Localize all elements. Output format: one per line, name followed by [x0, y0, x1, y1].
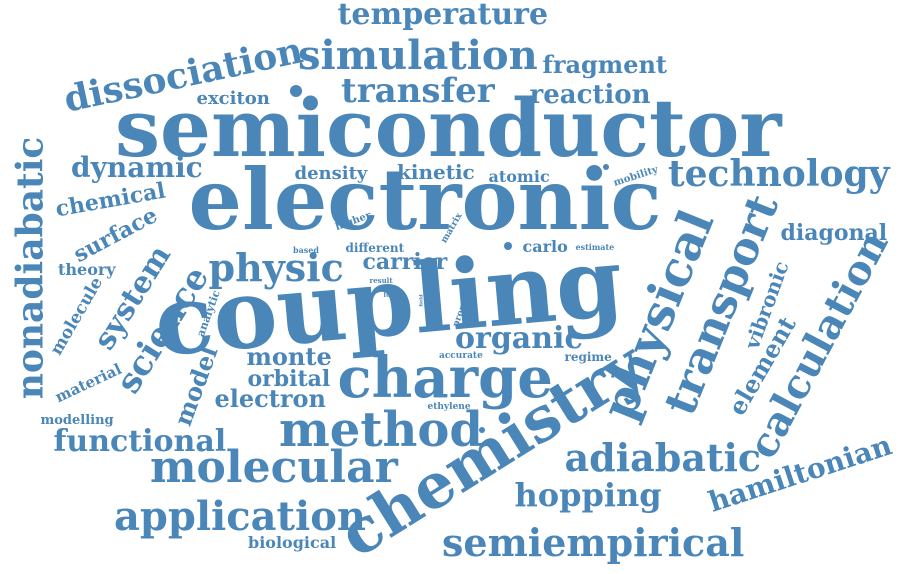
word-adiabatic: adiabatic	[564, 435, 762, 480]
word-carlo: carlo	[522, 237, 568, 256]
word-simulation: simulation	[298, 32, 538, 79]
cloud-dot	[479, 427, 485, 433]
word-exciton: exciton	[196, 88, 270, 109]
word-carrier: carrier	[362, 249, 448, 275]
word-orbital: orbital	[247, 366, 331, 392]
word-regime: regime	[564, 350, 612, 364]
cloud-dot	[504, 242, 512, 250]
word-electron: electron	[214, 384, 326, 413]
word-molecular: molecular	[150, 442, 398, 493]
word-theory: theory	[58, 260, 116, 279]
word-diagonal: diagonal	[780, 220, 888, 246]
word-electronic: electronic	[188, 150, 662, 249]
word-nonadiabatic: nonadiabatic	[8, 136, 51, 400]
word-density: density	[294, 163, 368, 184]
word-organic: organic	[455, 321, 583, 356]
word-based: based	[293, 245, 319, 255]
word-semiempirical: semiempirical	[442, 520, 745, 565]
word-physic: physic	[208, 245, 344, 290]
word-molecule: molecule	[46, 273, 107, 359]
cloud-dot	[603, 164, 609, 170]
word-atomic: atomic	[488, 167, 550, 186]
word-ethylene: ethylene	[427, 401, 471, 412]
word-hopping: hopping	[514, 476, 662, 514]
word-fragment: fragment	[542, 50, 668, 79]
word-technology: technology	[668, 153, 890, 195]
word-biological: biological	[248, 533, 337, 552]
word-method: method	[279, 402, 483, 458]
word-application: application	[114, 493, 366, 540]
word-temperature: temperature	[337, 0, 549, 32]
word-estimate: estimate	[575, 242, 615, 252]
word-field: field	[418, 293, 425, 307]
word-reaction: reaction	[529, 80, 651, 110]
word-semiconductor: semiconductor	[115, 81, 782, 175]
word-force: force	[383, 292, 401, 299]
word-modelling: modelling	[40, 412, 114, 428]
word-transfer: transfer	[341, 71, 495, 111]
word-monte: monte	[246, 342, 332, 371]
word-accurate: accurate	[439, 350, 483, 361]
cloud-dot	[290, 85, 302, 97]
word-different: different	[345, 241, 405, 255]
word-charge: charge	[337, 345, 553, 411]
word-material: material	[51, 359, 124, 406]
word-dynamic: dynamic	[71, 151, 203, 184]
word-site: site	[426, 286, 439, 293]
word-kinetic: kinetic	[397, 160, 475, 184]
word-functional: functional	[53, 424, 227, 459]
word-result: result	[369, 275, 393, 285]
